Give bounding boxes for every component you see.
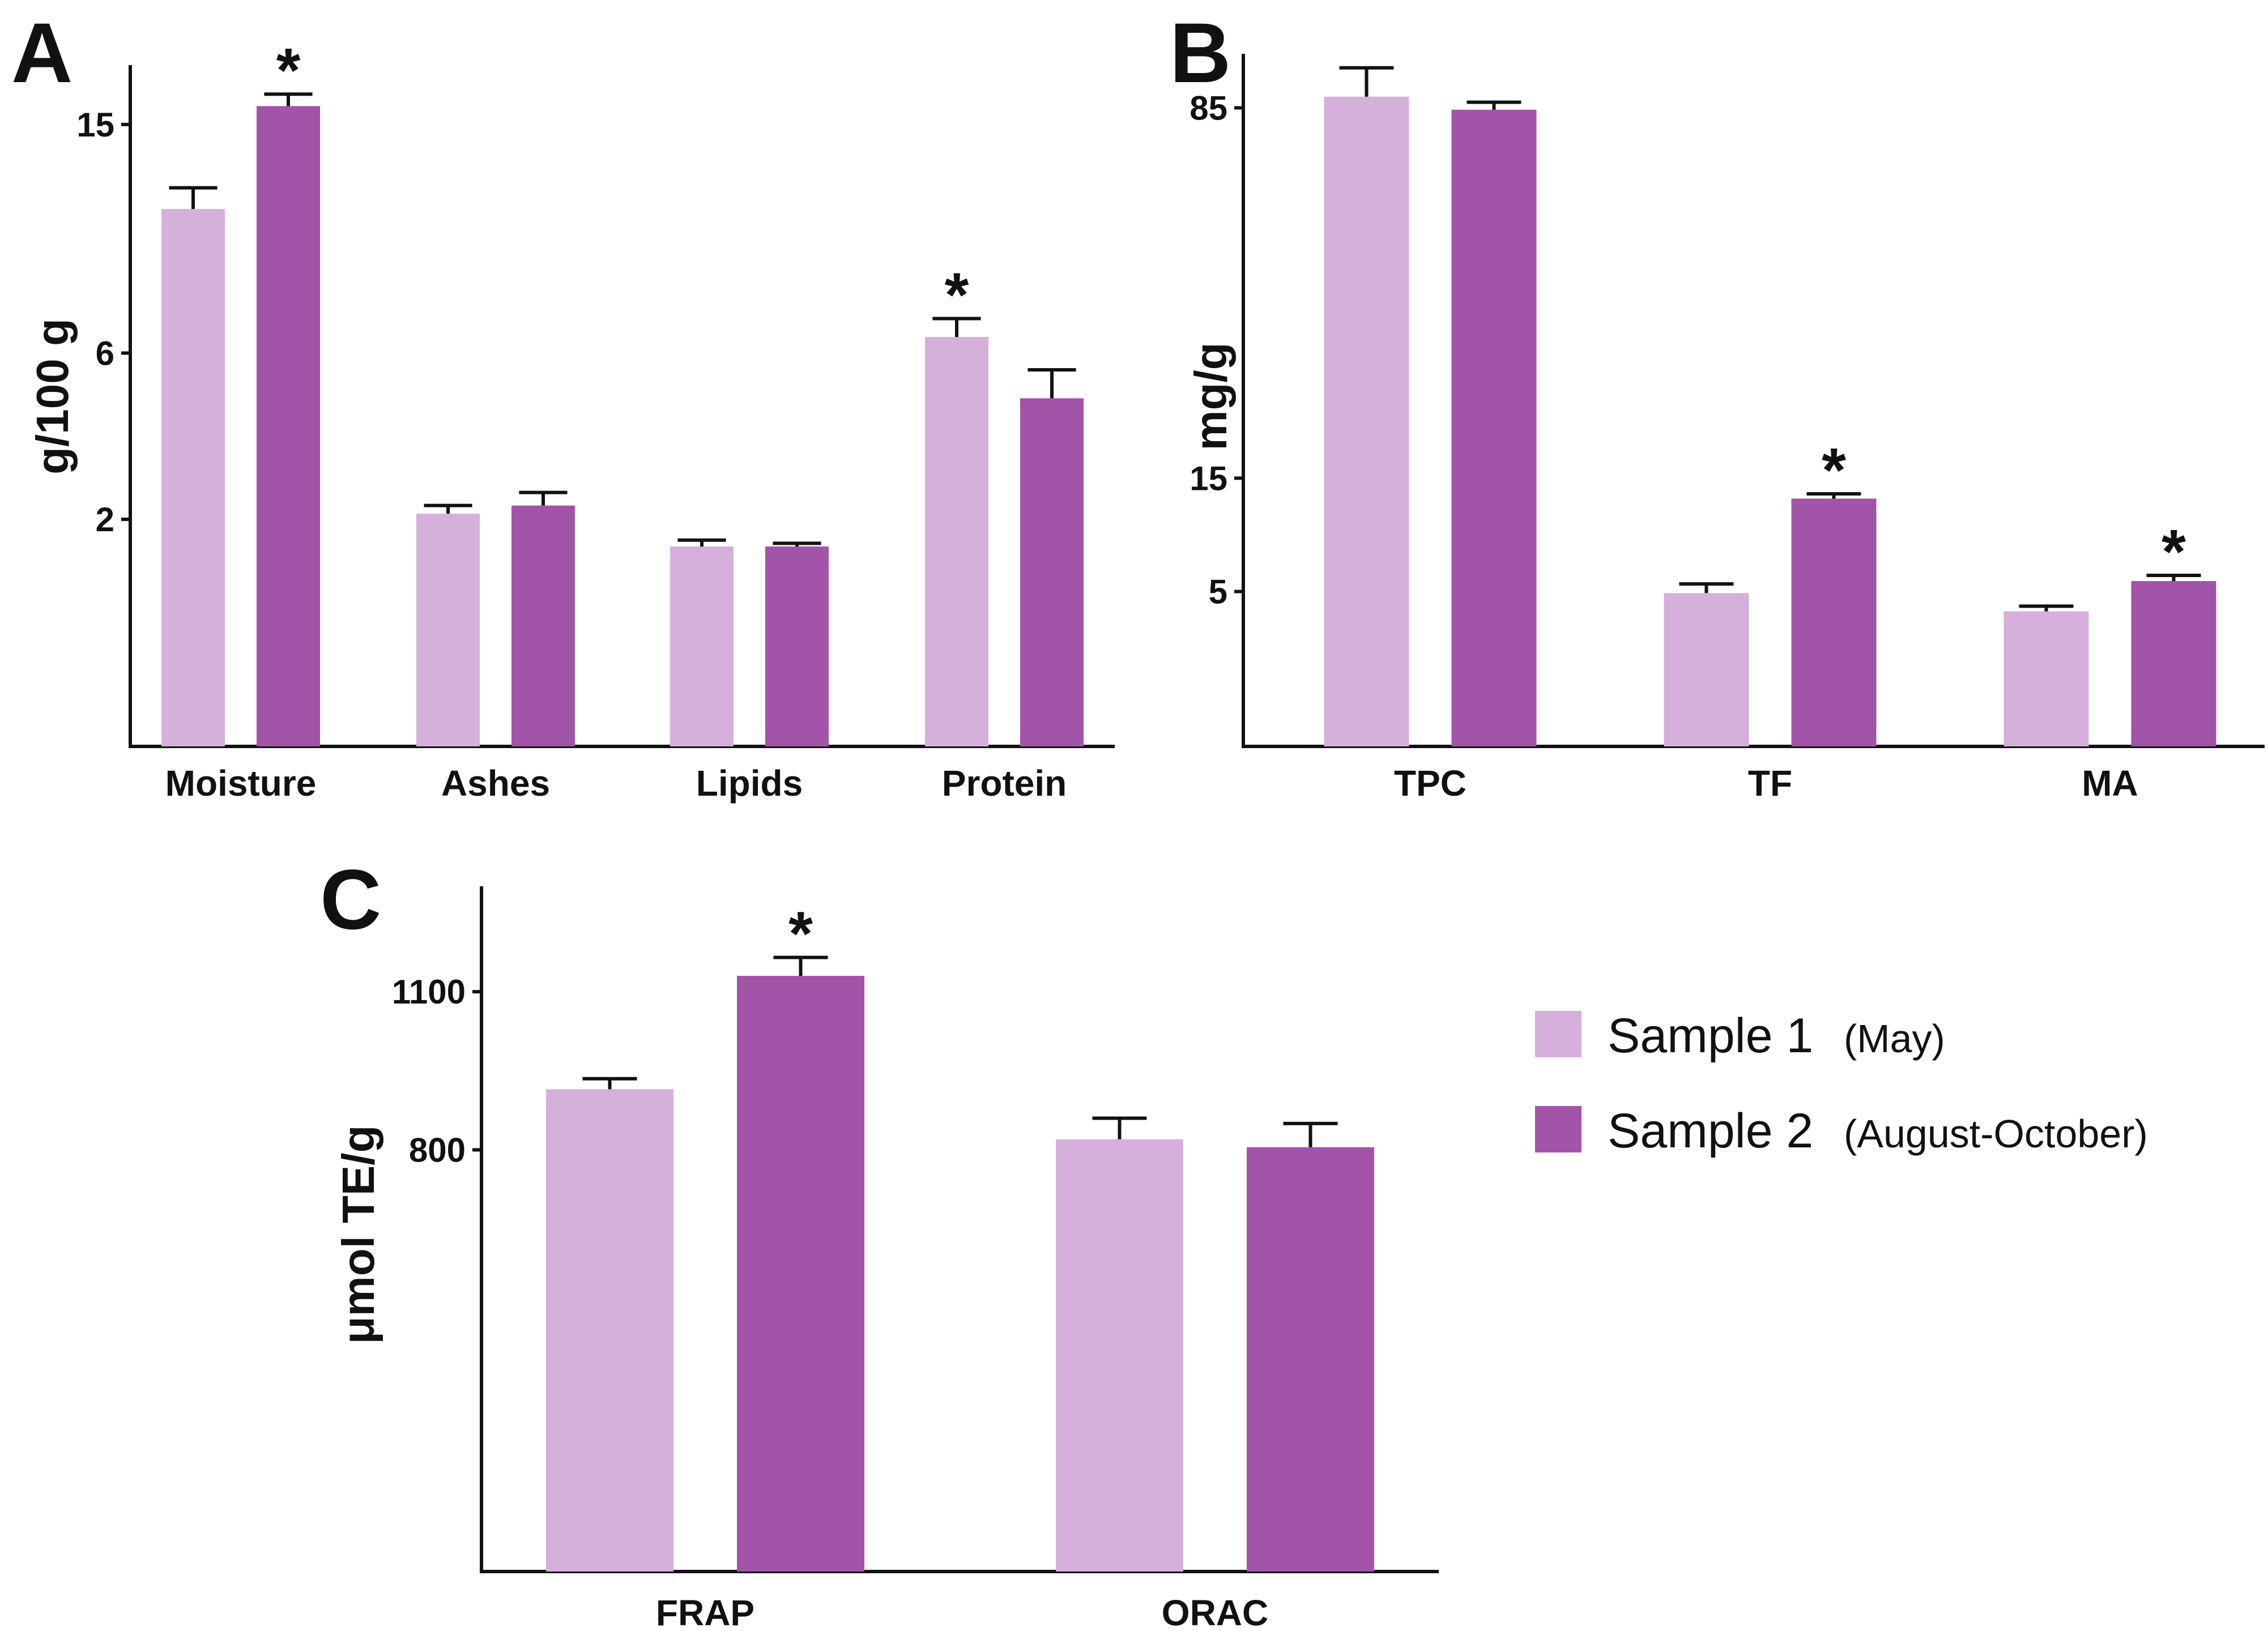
x-category-label-moisture: Moisture: [165, 763, 317, 804]
significance-star-sample-2-frap: *: [788, 899, 813, 969]
bar-sample-2-tf: [1791, 498, 1877, 746]
y-tick-label: 6: [96, 334, 114, 372]
y-tick-label: 2: [96, 501, 114, 539]
bar-sample-1-tpc: [1324, 96, 1409, 746]
significance-star-sample-2-ma: *: [2162, 517, 2186, 587]
x-category-label-protein: Protein: [942, 763, 1067, 804]
bar-sample-1-moisture: [161, 209, 225, 746]
y-axis-title: g/100 g: [27, 318, 78, 475]
y-axis-title: μmol TE/g: [333, 1125, 383, 1344]
error-bar-sample-2-tpc: [1466, 100, 1521, 110]
y-axis-title: mg/g: [1186, 342, 1236, 450]
significance-star-sample-2-tf: *: [1822, 435, 1846, 505]
error-bar-sample-1-frap: [582, 1077, 637, 1090]
bar-sample-2-ma: [2131, 581, 2216, 746]
error-bar-sample-2-orac: [1283, 1121, 1338, 1147]
legend-label-sample-2: Sample 2: [1608, 1104, 1813, 1158]
error-bar-sample-2-protein: [1028, 368, 1076, 399]
error-bar-sample-1-protein: [932, 317, 981, 338]
error-bar-sample-1-tf: [1679, 582, 1734, 594]
y-tick-label: 15: [1190, 459, 1227, 497]
legend-swatch-sample-2: [1535, 1106, 1581, 1152]
panel-letter: A: [11, 5, 73, 100]
bar-sample-2-ashes: [511, 505, 575, 746]
legend: Sample 1 (May) Sample 2 (August-October): [1535, 1009, 2148, 1158]
x-category-label-frap: FRAP: [656, 1592, 754, 1631]
bar-sample-2-orac: [1247, 1147, 1374, 1572]
error-bar-sample-2-moisture: [264, 92, 313, 106]
error-bar-sample-1-tpc: [1339, 66, 1394, 97]
legend-sub-sample-1: (May): [1844, 1017, 1945, 1061]
error-bar-sample-1-ma: [2019, 604, 2074, 612]
error-bar-sample-1-orac: [1092, 1116, 1147, 1139]
legend-swatch-sample-1: [1535, 1011, 1581, 1057]
bar-sample-2-lipids: [765, 546, 829, 746]
panel-letter: B: [1170, 5, 1231, 100]
x-category-label-orac: ORAC: [1162, 1592, 1268, 1631]
x-category-label-lipids: Lipids: [696, 763, 803, 804]
bar-sample-1-orac: [1056, 1139, 1183, 1572]
error-bar-sample-2-frap: [773, 955, 828, 976]
legend-label-sample-1: Sample 1: [1608, 1009, 1813, 1063]
bar-sample-2-moisture: [257, 106, 320, 747]
y-tick-label: 800: [409, 1131, 466, 1169]
error-bar-sample-2-tf: [1806, 492, 1861, 499]
significance-star-sample-1-protein: *: [945, 260, 969, 330]
legend-sub-sample-2: (August-October): [1844, 1112, 2148, 1156]
error-bar-sample-1-moisture: [169, 186, 218, 210]
bar-sample-1-frap: [546, 1089, 673, 1572]
panel-a: A 2 6 15 g/100 g Moisture * Ashes Lipids Protein *: [11, 5, 1115, 804]
x-category-label-tf: TF: [1748, 763, 1792, 804]
significance-star-sample-2-moisture: *: [276, 36, 301, 105]
y-tick-label: 85: [1190, 89, 1227, 127]
x-category-label-ma: MA: [2082, 763, 2138, 804]
bar-sample-2-tpc: [1451, 109, 1537, 746]
panel-c: C 800 1100 μmol TE/g FRAP * ORAC: [320, 852, 1439, 1631]
error-bar-sample-2-lipids: [773, 541, 821, 546]
bar-sample-1-ma: [2003, 611, 2089, 746]
bar-sample-2-frap: [737, 976, 864, 1572]
error-bar-sample-1-lipids: [677, 538, 726, 546]
error-bar-sample-1-ashes: [424, 503, 472, 514]
error-bar-sample-2-ma: [2146, 573, 2201, 582]
bar-sample-1-protein: [925, 337, 988, 746]
x-category-label-ashes: Ashes: [441, 763, 550, 804]
error-bar-sample-2-ashes: [519, 490, 568, 506]
panel-letter: C: [320, 852, 381, 947]
x-category-label-tpc: TPC: [1394, 763, 1466, 804]
y-tick-label: 5: [1209, 573, 1227, 611]
y-tick-label: 1100: [392, 973, 466, 1011]
bar-sample-1-tf: [1664, 593, 1749, 746]
bar-sample-1-ashes: [416, 514, 480, 746]
y-tick-label: 15: [76, 106, 114, 144]
bar-sample-2-protein: [1020, 398, 1084, 746]
panel-b: B 5 15 85 mg/g TPC TF * MA *: [1170, 5, 2265, 804]
bar-sample-1-lipids: [670, 546, 734, 746]
